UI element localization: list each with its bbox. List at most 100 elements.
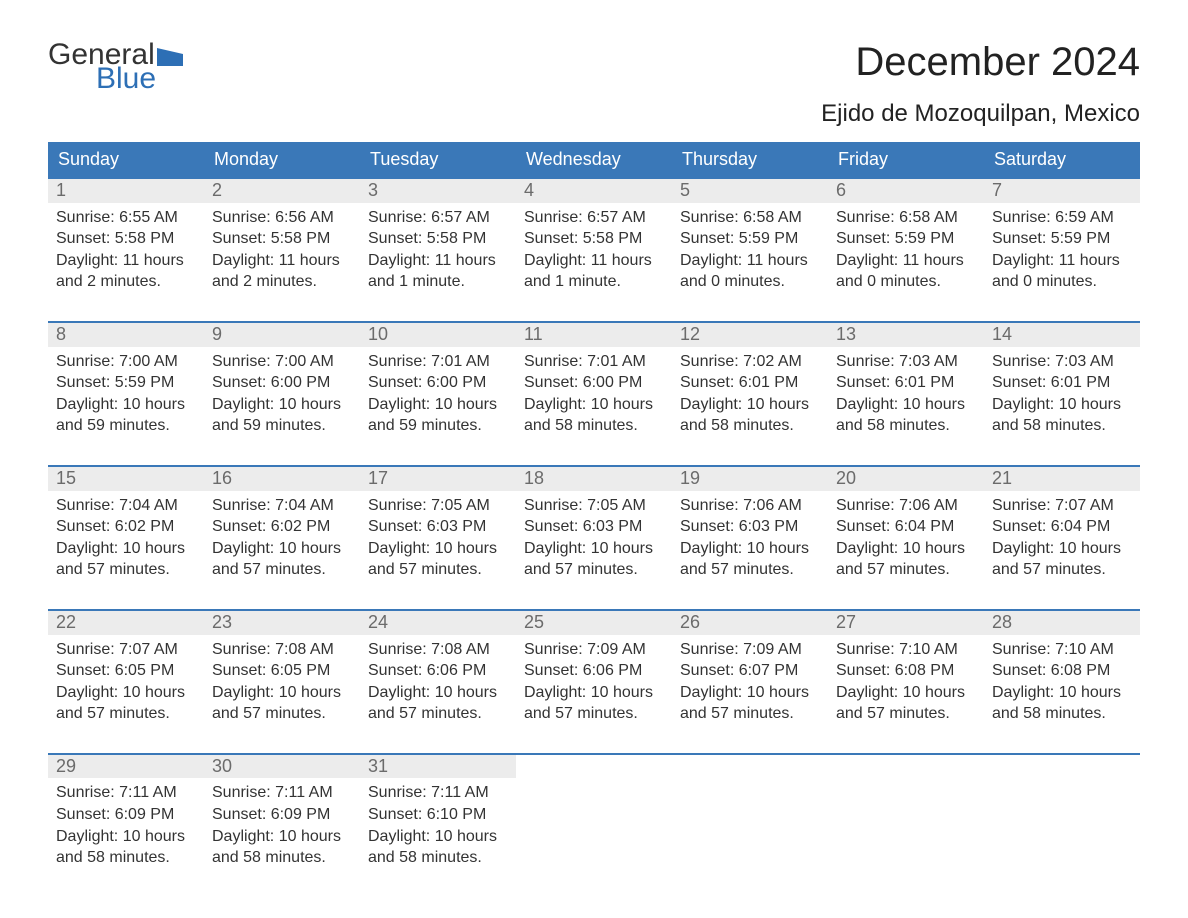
- daylight-text: Daylight: 10 hours: [836, 682, 976, 704]
- day-cell: 21Sunrise: 7:07 AMSunset: 6:04 PMDayligh…: [984, 467, 1140, 609]
- sunset-text: Sunset: 6:00 PM: [524, 372, 664, 394]
- weekday-header: Wednesday: [516, 142, 672, 177]
- sunrise-text: Sunrise: 7:01 AM: [524, 351, 664, 373]
- sunrise-text: Sunrise: 6:59 AM: [992, 207, 1132, 229]
- day-number: 14: [984, 323, 1140, 347]
- daylight-text: and 57 minutes.: [524, 703, 664, 725]
- day-number: 31: [360, 755, 516, 779]
- sunrise-text: Sunrise: 6:57 AM: [524, 207, 664, 229]
- day-cell: 16Sunrise: 7:04 AMSunset: 6:02 PMDayligh…: [204, 467, 360, 609]
- sunset-text: Sunset: 5:58 PM: [212, 228, 352, 250]
- day-details: Sunrise: 7:10 AMSunset: 6:08 PMDaylight:…: [984, 635, 1140, 753]
- daylight-text: Daylight: 10 hours: [212, 826, 352, 848]
- day-cell: 29Sunrise: 7:11 AMSunset: 6:09 PMDayligh…: [48, 755, 204, 897]
- sunrise-text: Sunrise: 7:03 AM: [836, 351, 976, 373]
- daylight-text: and 57 minutes.: [56, 559, 196, 581]
- day-cell: 2Sunrise: 6:56 AMSunset: 5:58 PMDaylight…: [204, 179, 360, 321]
- daylight-text: Daylight: 10 hours: [368, 394, 508, 416]
- day-details: Sunrise: 7:11 AMSunset: 6:10 PMDaylight:…: [360, 778, 516, 896]
- sunrise-text: Sunrise: 6:58 AM: [836, 207, 976, 229]
- day-details: Sunrise: 7:06 AMSunset: 6:03 PMDaylight:…: [672, 491, 828, 609]
- day-number: 27: [828, 611, 984, 635]
- brand-word2: Blue: [96, 64, 156, 94]
- sunrise-text: Sunrise: 7:01 AM: [368, 351, 508, 373]
- daylight-text: and 57 minutes.: [368, 559, 508, 581]
- daylight-text: and 59 minutes.: [212, 415, 352, 437]
- daylight-text: and 57 minutes.: [56, 703, 196, 725]
- day-cell: 18Sunrise: 7:05 AMSunset: 6:03 PMDayligh…: [516, 467, 672, 609]
- day-cell: 3Sunrise: 6:57 AMSunset: 5:58 PMDaylight…: [360, 179, 516, 321]
- day-cell: 14Sunrise: 7:03 AMSunset: 6:01 PMDayligh…: [984, 323, 1140, 465]
- flag-icon: [157, 48, 183, 66]
- day-details: Sunrise: 7:04 AMSunset: 6:02 PMDaylight:…: [48, 491, 204, 609]
- day-details: Sunrise: 7:04 AMSunset: 6:02 PMDaylight:…: [204, 491, 360, 609]
- daylight-text: and 0 minutes.: [680, 271, 820, 293]
- day-details: Sunrise: 7:07 AMSunset: 6:05 PMDaylight:…: [48, 635, 204, 753]
- day-details: Sunrise: 6:57 AMSunset: 5:58 PMDaylight:…: [516, 203, 672, 321]
- day-details: Sunrise: 7:07 AMSunset: 6:04 PMDaylight:…: [984, 491, 1140, 609]
- day-cell: 24Sunrise: 7:08 AMSunset: 6:06 PMDayligh…: [360, 611, 516, 753]
- sunrise-text: Sunrise: 7:02 AM: [680, 351, 820, 373]
- weekday-header: Friday: [828, 142, 984, 177]
- sunrise-text: Sunrise: 7:07 AM: [56, 639, 196, 661]
- daylight-text: Daylight: 10 hours: [992, 682, 1132, 704]
- daylight-text: and 58 minutes.: [992, 415, 1132, 437]
- day-details: Sunrise: 6:59 AMSunset: 5:59 PMDaylight:…: [984, 203, 1140, 321]
- sunset-text: Sunset: 6:05 PM: [56, 660, 196, 682]
- day-number: 10: [360, 323, 516, 347]
- daylight-text: Daylight: 10 hours: [992, 394, 1132, 416]
- sunset-text: Sunset: 5:58 PM: [368, 228, 508, 250]
- sunset-text: Sunset: 6:08 PM: [836, 660, 976, 682]
- daylight-text: and 57 minutes.: [212, 703, 352, 725]
- day-number: 3: [360, 179, 516, 203]
- daylight-text: and 58 minutes.: [368, 847, 508, 869]
- sunset-text: Sunset: 6:06 PM: [524, 660, 664, 682]
- day-cell: 15Sunrise: 7:04 AMSunset: 6:02 PMDayligh…: [48, 467, 204, 609]
- day-cell: 11Sunrise: 7:01 AMSunset: 6:00 PMDayligh…: [516, 323, 672, 465]
- daylight-text: Daylight: 10 hours: [56, 682, 196, 704]
- daylight-text: and 57 minutes.: [836, 559, 976, 581]
- sunset-text: Sunset: 6:10 PM: [368, 804, 508, 826]
- day-details: Sunrise: 7:01 AMSunset: 6:00 PMDaylight:…: [516, 347, 672, 465]
- day-number: 6: [828, 179, 984, 203]
- sunset-text: Sunset: 5:59 PM: [836, 228, 976, 250]
- sunset-text: Sunset: 6:04 PM: [836, 516, 976, 538]
- daylight-text: and 58 minutes.: [836, 415, 976, 437]
- daylight-text: Daylight: 10 hours: [524, 394, 664, 416]
- sunrise-text: Sunrise: 6:58 AM: [680, 207, 820, 229]
- header: General Blue December 2024: [48, 40, 1140, 94]
- daylight-text: and 58 minutes.: [992, 703, 1132, 725]
- daylight-text: Daylight: 10 hours: [212, 538, 352, 560]
- day-number: 12: [672, 323, 828, 347]
- daylight-text: Daylight: 10 hours: [836, 394, 976, 416]
- daylight-text: and 2 minutes.: [56, 271, 196, 293]
- daylight-text: and 57 minutes.: [680, 559, 820, 581]
- day-cell: 20Sunrise: 7:06 AMSunset: 6:04 PMDayligh…: [828, 467, 984, 609]
- daylight-text: and 1 minute.: [368, 271, 508, 293]
- day-cell: 26Sunrise: 7:09 AMSunset: 6:07 PMDayligh…: [672, 611, 828, 753]
- day-number: 25: [516, 611, 672, 635]
- sunrise-text: Sunrise: 7:11 AM: [56, 782, 196, 804]
- week-row: 29Sunrise: 7:11 AMSunset: 6:09 PMDayligh…: [48, 753, 1140, 897]
- day-number: 17: [360, 467, 516, 491]
- day-details: Sunrise: 7:00 AMSunset: 6:00 PMDaylight:…: [204, 347, 360, 465]
- day-number: 19: [672, 467, 828, 491]
- daylight-text: Daylight: 10 hours: [524, 682, 664, 704]
- day-number: 24: [360, 611, 516, 635]
- sunset-text: Sunset: 6:02 PM: [56, 516, 196, 538]
- day-number: 23: [204, 611, 360, 635]
- day-cell: 5Sunrise: 6:58 AMSunset: 5:59 PMDaylight…: [672, 179, 828, 321]
- sunrise-text: Sunrise: 7:04 AM: [56, 495, 196, 517]
- day-details: Sunrise: 7:08 AMSunset: 6:06 PMDaylight:…: [360, 635, 516, 753]
- day-details: Sunrise: 7:01 AMSunset: 6:00 PMDaylight:…: [360, 347, 516, 465]
- day-details: Sunrise: 7:10 AMSunset: 6:08 PMDaylight:…: [828, 635, 984, 753]
- day-details: Sunrise: 6:56 AMSunset: 5:58 PMDaylight:…: [204, 203, 360, 321]
- daylight-text: and 58 minutes.: [56, 847, 196, 869]
- sunrise-text: Sunrise: 6:55 AM: [56, 207, 196, 229]
- daylight-text: Daylight: 11 hours: [212, 250, 352, 272]
- day-details: Sunrise: 7:06 AMSunset: 6:04 PMDaylight:…: [828, 491, 984, 609]
- sunset-text: Sunset: 5:58 PM: [524, 228, 664, 250]
- week-row: 1Sunrise: 6:55 AMSunset: 5:58 PMDaylight…: [48, 177, 1140, 321]
- day-number: 20: [828, 467, 984, 491]
- daylight-text: Daylight: 10 hours: [368, 682, 508, 704]
